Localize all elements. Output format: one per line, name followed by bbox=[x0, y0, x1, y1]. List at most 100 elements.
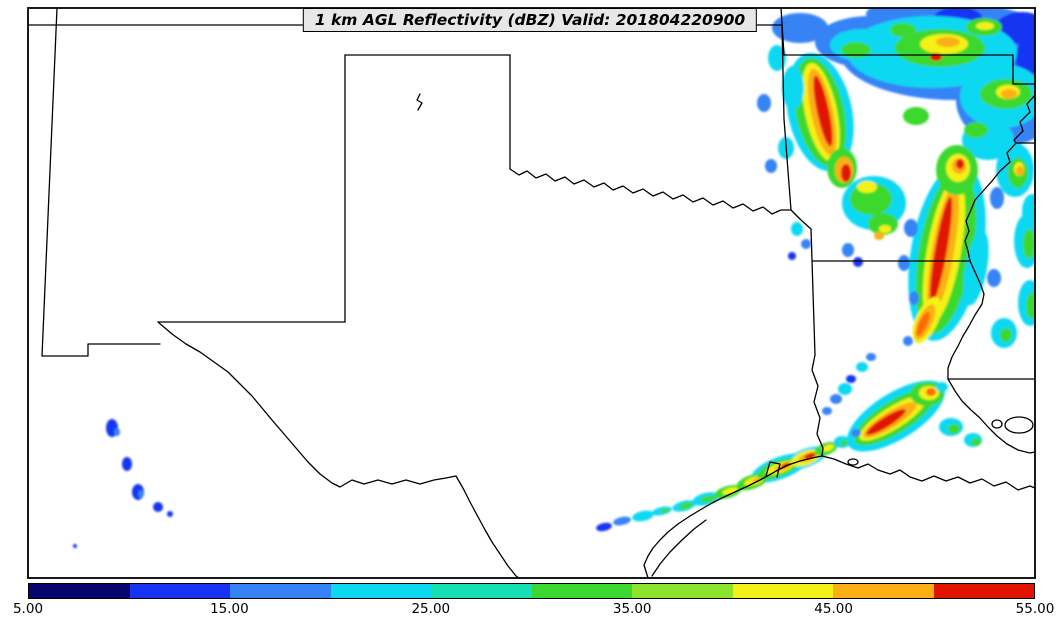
radar-echo bbox=[752, 477, 762, 483]
radar-echo bbox=[971, 438, 981, 446]
radar-echo bbox=[926, 388, 936, 396]
radar-echo bbox=[660, 508, 670, 514]
radar-echo bbox=[840, 440, 848, 446]
radar-echo bbox=[679, 502, 693, 510]
state-border-lake-maurepas bbox=[991, 419, 1003, 429]
state-border-galveston-bay bbox=[765, 461, 781, 478]
state-border-mo-bootheel bbox=[1012, 54, 1035, 85]
radar-echo bbox=[1016, 166, 1024, 176]
state-border-lake-pontchartrain bbox=[1004, 416, 1034, 434]
radar-echo bbox=[904, 219, 918, 237]
colorbar-tick-labels: 5.00 15.00 25.00 35.00 45.00 55.00 bbox=[13, 599, 1054, 623]
radar-echo bbox=[857, 181, 877, 193]
colorbar-segment bbox=[933, 584, 1034, 598]
radar-echo-layer bbox=[73, 8, 1035, 548]
radar-echo bbox=[841, 42, 871, 58]
radar-echo bbox=[930, 53, 942, 61]
state-border-la-coastline bbox=[821, 455, 1035, 491]
colorbar-tick-label: 15.00 bbox=[210, 601, 249, 617]
radar-echo bbox=[1023, 229, 1035, 259]
map-clip-group bbox=[28, 8, 1035, 578]
radar-echo bbox=[722, 487, 738, 495]
radar-echo bbox=[153, 502, 163, 512]
radar-echo bbox=[963, 230, 989, 306]
colorbar-segment bbox=[531, 584, 632, 598]
radar-echo bbox=[866, 409, 906, 435]
radar-echo bbox=[866, 353, 876, 361]
radar-echo bbox=[700, 495, 716, 503]
colorbar-tick-label: 5.00 bbox=[12, 601, 44, 617]
radar-echo bbox=[768, 45, 786, 71]
radar-echo bbox=[841, 164, 851, 182]
radar-echo bbox=[890, 23, 916, 37]
colorbar-segment bbox=[230, 584, 331, 598]
radar-echo bbox=[167, 511, 173, 517]
title-text: 1 km AGL Reflectivity (dBZ) Valid: 20180… bbox=[314, 11, 746, 29]
radar-echo bbox=[632, 510, 654, 522]
radar-echo bbox=[874, 232, 884, 240]
radar-echo bbox=[856, 362, 868, 372]
radar-echo bbox=[936, 37, 960, 47]
radar-echo bbox=[757, 94, 771, 112]
colorbar-segment bbox=[732, 584, 833, 598]
radar-echo bbox=[122, 457, 132, 471]
colorbar-segment bbox=[129, 584, 230, 598]
colorbar-segment bbox=[29, 584, 130, 598]
map-frame bbox=[27, 7, 1036, 579]
radar-echo bbox=[903, 336, 913, 346]
radar-echo bbox=[846, 375, 856, 383]
state-border-layer bbox=[28, 8, 1035, 578]
state-border-tx-ar-la-east bbox=[810, 228, 824, 457]
radar-echo bbox=[822, 407, 832, 415]
radar-echo bbox=[804, 452, 816, 460]
colorbar-segment bbox=[431, 584, 532, 598]
radar-echo bbox=[138, 490, 144, 498]
state-border-mississippi-river-upper bbox=[947, 94, 1035, 380]
radar-echo bbox=[948, 424, 960, 434]
radar-echo bbox=[838, 383, 852, 395]
radar-echo bbox=[929, 196, 953, 304]
radar-echo bbox=[1001, 89, 1017, 99]
radar-echo bbox=[956, 159, 964, 169]
state-border-rio-grande bbox=[157, 321, 520, 578]
radar-echo bbox=[781, 462, 791, 468]
radar-echo bbox=[898, 255, 910, 271]
colorbar-segment bbox=[833, 584, 934, 598]
title-box: 1 km AGL Reflectivity (dBZ) Valid: 20180… bbox=[302, 8, 758, 32]
radar-echo bbox=[851, 429, 861, 437]
radar-echo bbox=[1000, 328, 1012, 342]
radar-echo bbox=[903, 107, 929, 125]
radar-echo bbox=[788, 252, 796, 260]
radar-echo bbox=[936, 382, 948, 392]
colorbar bbox=[28, 583, 1035, 599]
state-border-az-nm-west bbox=[41, 8, 58, 357]
radar-echo bbox=[73, 544, 77, 548]
colorbar-segment bbox=[632, 584, 733, 598]
radar-echo bbox=[801, 239, 811, 249]
radar-echo bbox=[613, 516, 631, 526]
radar-echo bbox=[976, 22, 994, 30]
radar-echo bbox=[114, 428, 120, 436]
colorbar-tick-label: 25.00 bbox=[411, 601, 451, 617]
radar-echo bbox=[782, 66, 804, 110]
radar-echo bbox=[791, 222, 803, 236]
radar-echo bbox=[596, 522, 612, 532]
state-border-mississippi-river-lower bbox=[947, 378, 1035, 454]
colorbar-tick-label: 55.00 bbox=[1015, 601, 1055, 617]
radar-echo bbox=[1026, 293, 1035, 319]
state-border-red-river bbox=[509, 168, 812, 230]
radar-echo bbox=[879, 225, 891, 233]
state-border-panhandle-river-mark bbox=[416, 93, 423, 111]
state-border-nm-mexico-bootheel bbox=[41, 343, 161, 357]
radar-echo bbox=[987, 269, 1001, 287]
colorbar-tick-label: 35.00 bbox=[612, 601, 652, 617]
state-border-tx-coastline bbox=[643, 455, 823, 578]
radar-echo bbox=[822, 444, 834, 452]
colorbar-segment bbox=[330, 584, 431, 598]
radar-echo bbox=[990, 187, 1004, 209]
state-border-calcasieu-lake bbox=[847, 458, 859, 466]
radar-echo bbox=[813, 75, 833, 147]
radar-echo bbox=[842, 243, 854, 257]
